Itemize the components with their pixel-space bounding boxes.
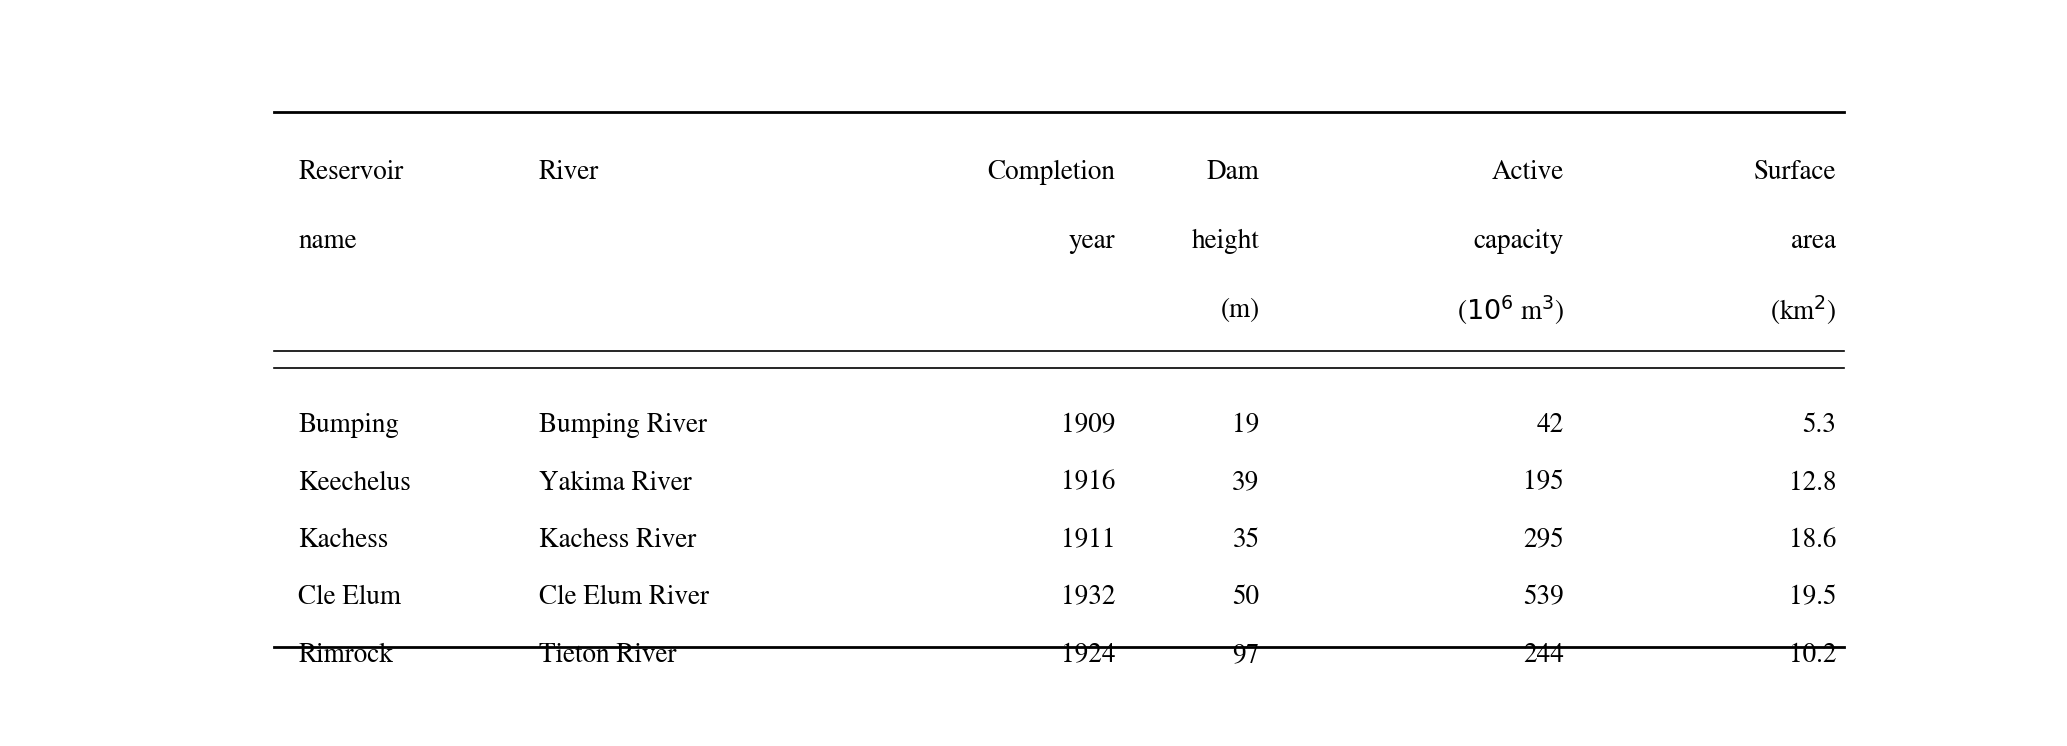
Text: Dam: Dam [1207, 160, 1259, 186]
Text: name: name [298, 229, 358, 254]
Text: Keechelus: Keechelus [298, 471, 411, 495]
Text: 244: 244 [1523, 643, 1565, 668]
Text: 195: 195 [1523, 471, 1565, 495]
Text: Surface: Surface [1753, 160, 1835, 186]
Text: Yakima River: Yakima River [539, 471, 692, 495]
Text: 12.8: 12.8 [1788, 471, 1835, 495]
Text: ($10^6$ m$^3$): ($10^6$ m$^3$) [1457, 294, 1565, 327]
Text: 50: 50 [1232, 586, 1259, 610]
Text: 42: 42 [1536, 413, 1565, 438]
Text: 10.2: 10.2 [1788, 643, 1835, 668]
Text: (m): (m) [1220, 298, 1259, 323]
Text: Reservoir: Reservoir [298, 160, 403, 186]
Text: Bumping River: Bumping River [539, 413, 707, 438]
Text: 35: 35 [1232, 528, 1259, 553]
Text: 39: 39 [1232, 471, 1259, 495]
Text: 295: 295 [1523, 528, 1565, 553]
Text: Tieton River: Tieton River [539, 643, 676, 668]
Text: height: height [1193, 229, 1259, 254]
Text: Kachess River: Kachess River [539, 528, 697, 553]
Text: 1932: 1932 [1060, 586, 1116, 610]
Text: 1916: 1916 [1060, 471, 1116, 495]
Text: 97: 97 [1232, 643, 1259, 668]
Text: 18.6: 18.6 [1788, 528, 1835, 553]
Text: (km$^2$): (km$^2$) [1769, 294, 1835, 327]
Text: 1911: 1911 [1060, 528, 1116, 553]
Text: 1909: 1909 [1060, 413, 1116, 438]
Text: 19.5: 19.5 [1788, 586, 1835, 610]
Text: Bumping: Bumping [298, 413, 399, 438]
Text: Rimrock: Rimrock [298, 643, 393, 668]
Text: Active: Active [1492, 160, 1565, 186]
Text: area: area [1792, 229, 1835, 254]
Text: 1924: 1924 [1060, 643, 1116, 668]
Text: 539: 539 [1523, 586, 1565, 610]
Text: 5.3: 5.3 [1802, 413, 1835, 438]
Text: capacity: capacity [1474, 229, 1565, 254]
Text: 19: 19 [1232, 413, 1259, 438]
Text: Cle Elum: Cle Elum [298, 586, 401, 610]
Text: Kachess: Kachess [298, 528, 389, 553]
Text: River: River [539, 160, 599, 186]
Text: year: year [1069, 229, 1116, 254]
Text: Cle Elum River: Cle Elum River [539, 586, 709, 610]
Text: Completion: Completion [988, 160, 1116, 186]
